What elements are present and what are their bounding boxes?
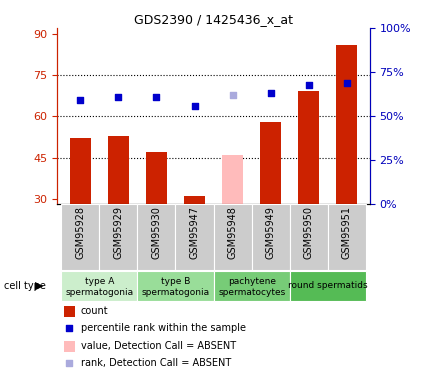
Text: GSM95950: GSM95950 bbox=[304, 206, 314, 260]
Bar bbox=[337, 45, 357, 204]
Text: count: count bbox=[81, 306, 108, 316]
Bar bbox=[64, 341, 74, 352]
Bar bbox=[146, 152, 167, 204]
Text: cell type: cell type bbox=[4, 281, 46, 291]
Bar bbox=[298, 92, 319, 204]
Point bbox=[306, 81, 312, 87]
Text: rank, Detection Call = ABSENT: rank, Detection Call = ABSENT bbox=[81, 358, 231, 368]
Text: type A: type A bbox=[85, 277, 114, 286]
Bar bbox=[260, 122, 281, 204]
Text: pachytene: pachytene bbox=[228, 277, 276, 286]
Point bbox=[229, 92, 236, 98]
Text: GSM95948: GSM95948 bbox=[228, 206, 238, 259]
Point bbox=[343, 80, 350, 86]
Bar bbox=[290, 204, 328, 270]
Bar bbox=[108, 135, 129, 204]
Point bbox=[65, 325, 72, 331]
Point bbox=[77, 98, 84, 104]
Text: spermatocytes: spermatocytes bbox=[218, 288, 285, 297]
Bar bbox=[70, 138, 91, 204]
Text: ▶: ▶ bbox=[35, 281, 44, 291]
Bar bbox=[222, 155, 243, 204]
Text: GSM95928: GSM95928 bbox=[75, 206, 85, 260]
Text: GSM95951: GSM95951 bbox=[342, 206, 352, 260]
Bar bbox=[214, 204, 252, 270]
Text: GSM95949: GSM95949 bbox=[266, 206, 276, 259]
Point bbox=[115, 94, 122, 100]
Bar bbox=[137, 271, 214, 301]
Text: value, Detection Call = ABSENT: value, Detection Call = ABSENT bbox=[81, 341, 236, 351]
Bar bbox=[328, 204, 366, 270]
Point bbox=[65, 360, 72, 366]
Bar bbox=[64, 306, 74, 316]
Point bbox=[191, 103, 198, 109]
Bar bbox=[214, 271, 290, 301]
Bar bbox=[252, 204, 290, 270]
Bar bbox=[184, 196, 205, 204]
Point bbox=[153, 94, 160, 100]
Text: type B: type B bbox=[161, 277, 190, 286]
Text: GSM95947: GSM95947 bbox=[190, 206, 199, 260]
Text: GSM95929: GSM95929 bbox=[113, 206, 123, 260]
Bar bbox=[99, 204, 137, 270]
Text: percentile rank within the sample: percentile rank within the sample bbox=[81, 323, 246, 333]
Text: spermatogonia: spermatogonia bbox=[142, 288, 210, 297]
Bar bbox=[176, 204, 214, 270]
Bar bbox=[137, 204, 176, 270]
Bar bbox=[290, 271, 366, 301]
Title: GDS2390 / 1425436_x_at: GDS2390 / 1425436_x_at bbox=[134, 13, 293, 26]
Bar bbox=[61, 204, 99, 270]
Text: GSM95930: GSM95930 bbox=[151, 206, 162, 259]
Point bbox=[267, 90, 274, 96]
Text: round spermatids: round spermatids bbox=[288, 281, 368, 290]
Bar bbox=[61, 271, 137, 301]
Text: spermatogonia: spermatogonia bbox=[65, 288, 133, 297]
